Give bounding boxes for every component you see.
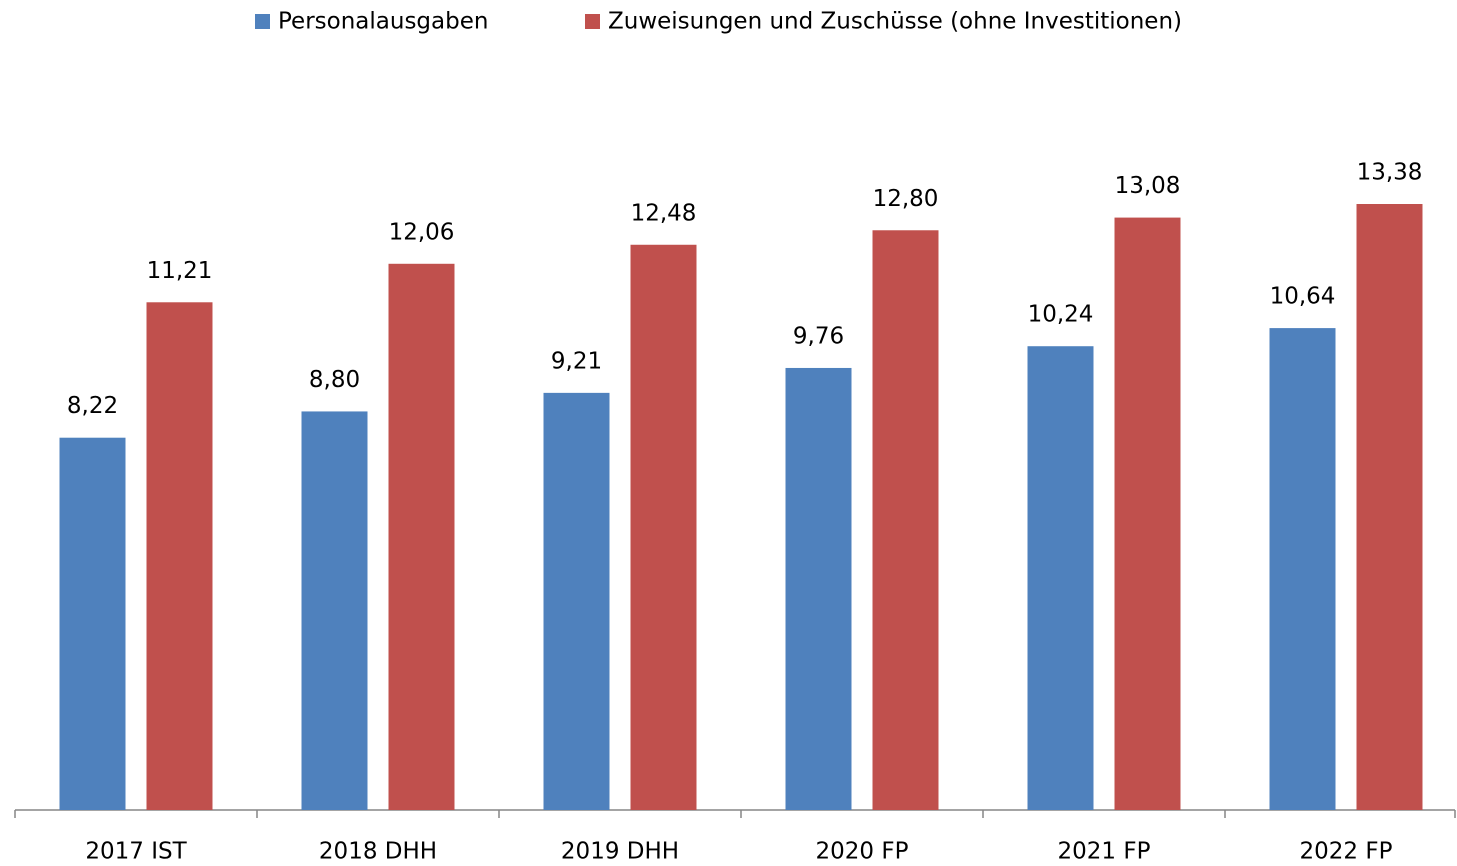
data-label: 12,06	[389, 219, 455, 245]
bar	[543, 392, 610, 810]
bar	[785, 367, 852, 810]
data-label: 13,08	[1115, 173, 1181, 199]
x-tick-label: 2021 FP	[1058, 839, 1151, 865]
data-label: 10,64	[1270, 284, 1336, 310]
legend-label: Zuweisungen und Zuschüsse (ohne Investit…	[608, 9, 1182, 35]
legend-label: Personalausgaben	[278, 9, 488, 35]
data-label: 12,80	[873, 186, 939, 212]
bar	[1356, 204, 1423, 810]
bar	[1269, 328, 1336, 810]
bar	[388, 263, 455, 810]
x-tick-label: 2020 FP	[816, 839, 909, 865]
x-tick-label: 2017 IST	[85, 839, 187, 865]
x-tick-label: 2018 DHH	[319, 839, 437, 865]
data-label: 11,21	[147, 258, 213, 284]
bar	[872, 230, 939, 811]
legend-swatch	[255, 14, 270, 29]
x-tick-label: 2022 FP	[1300, 839, 1393, 865]
data-label: 10,24	[1028, 302, 1094, 328]
bar	[146, 302, 213, 810]
data-label: 13,38	[1357, 160, 1423, 186]
bar	[301, 411, 368, 810]
bar	[59, 437, 126, 810]
data-label: 8,22	[67, 393, 118, 419]
legend-swatch	[585, 14, 600, 29]
data-label: 9,76	[793, 323, 844, 349]
data-label: 8,80	[309, 367, 360, 393]
data-label: 12,48	[631, 200, 697, 226]
bar	[630, 244, 697, 810]
data-label: 9,21	[551, 348, 602, 374]
x-tick-label: 2019 DHH	[561, 839, 679, 865]
bar	[1114, 217, 1181, 810]
bar	[1027, 346, 1094, 810]
